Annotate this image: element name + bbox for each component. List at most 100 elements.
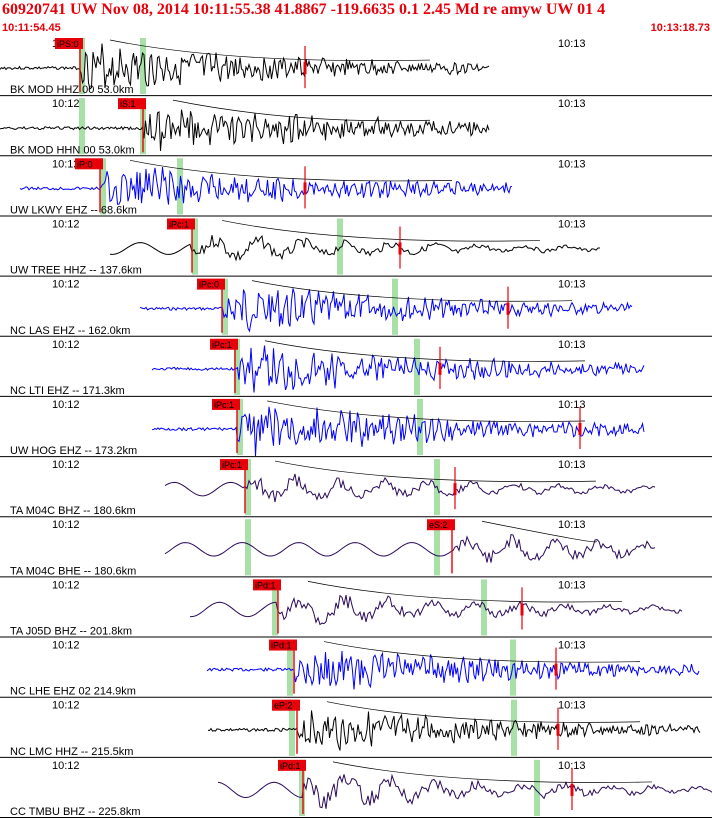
coda-pick-marker[interactable] — [398, 242, 402, 255]
phase-pick-marker[interactable] — [75, 158, 103, 170]
trace-row[interactable]: 10:12 10:13 iPd:1 CC TMBU BHZ -- 225.8km — [0, 759, 712, 818]
waveform-trace — [139, 288, 633, 333]
coda-pick-marker[interactable] — [506, 302, 510, 315]
phase-pick-marker[interactable] — [253, 579, 281, 591]
phase-pick-marker[interactable] — [197, 278, 225, 290]
coda-pick-marker[interactable] — [554, 663, 558, 676]
waveform-trace — [164, 534, 656, 563]
coda-decay-curve — [221, 220, 541, 242]
timing-window-band — [222, 278, 228, 335]
time-tick-label: 10:12 — [52, 339, 80, 351]
time-tick-label: 10:13 — [558, 579, 586, 591]
time-tick-label: 10:13 — [558, 218, 586, 230]
coda-decay-curve — [129, 159, 453, 182]
time-tick-label: 10:13 — [558, 640, 586, 652]
time-tick-label: 10:12 — [52, 218, 80, 230]
phase-pick-marker[interactable] — [272, 699, 300, 711]
trace-row[interactable]: 10:12 10:13 iPd:1 NC LHE EHZ 02 214.9km — [0, 639, 712, 698]
waveform-trace — [207, 710, 701, 751]
coda-decay-curve — [274, 460, 597, 483]
phase-pick-label: eP:2 — [274, 701, 293, 711]
phase-pick-marker[interactable] — [269, 639, 297, 651]
phase-pick-marker[interactable] — [210, 338, 238, 350]
waveform-trace — [151, 406, 645, 457]
phase-pick-label: iPc:1 — [169, 219, 189, 229]
coda-pick-marker[interactable] — [578, 423, 582, 435]
time-tick-label: 10:12 — [52, 399, 80, 411]
coda-pick-marker[interactable] — [303, 62, 307, 75]
phase-pick-marker[interactable] — [167, 218, 195, 230]
phase-pick-marker[interactable] — [212, 398, 240, 410]
coda-decay-curve — [251, 280, 573, 302]
coda-decay-curve — [307, 581, 623, 603]
waveform-trace — [206, 650, 700, 690]
trace-row[interactable]: 10:12 10:13 iP:0 UW LKWY EHZ -- 68.6km — [0, 158, 712, 217]
station-label: TA J05D BHZ -- 201.8km — [10, 626, 132, 638]
phase-pick-marker[interactable] — [55, 38, 83, 49]
header-bar: 60920741 UW Nov 08, 2014 10:11:55.38 41.… — [0, 0, 712, 36]
time-tick-label: 10:12 — [52, 459, 80, 471]
coda-decay-curve — [332, 761, 653, 783]
timing-window-band — [79, 38, 85, 95]
trace-row[interactable]: 10:12 10:13 iS:1 BK MOD HHN 00 53.0km — [0, 98, 712, 157]
coda-pick-marker[interactable] — [570, 783, 574, 796]
time-tick-label: 10:13 — [558, 279, 586, 291]
time-tick-label: 10:13 — [558, 399, 586, 411]
waveform-trace — [190, 594, 683, 626]
time-tick-label: 10:13 — [558, 700, 586, 712]
time-tick-label: 10:12 — [52, 640, 80, 652]
timing-window-band — [481, 579, 487, 636]
coda-pick-marker[interactable] — [303, 182, 307, 195]
time-tick-label: 10:12 — [52, 760, 80, 772]
phase-pick-label: iPd:1 — [280, 761, 301, 771]
timing-window-band — [417, 398, 423, 456]
station-label: NC LMC HHZ -- 215.5km — [10, 746, 133, 758]
time-tick-label: 10:13 — [558, 519, 586, 531]
trace-row[interactable]: 10:12 10:13 iPd:1 TA J05D BHZ -- 201.8km — [0, 579, 712, 638]
trace-row[interactable]: 10:12 10:13 eS:2 TA M04C BHE -- 180.6km — [0, 519, 712, 578]
phase-pick-marker[interactable] — [220, 459, 248, 471]
station-label: TA M04C BHZ -- 180.6km — [10, 505, 136, 517]
trace-row[interactable]: 10:12 10:13 iPc:0 NC LAS EHZ -- 162.0km — [0, 278, 712, 337]
waveform-trace — [0, 109, 490, 151]
station-label: UW LKWY EHZ -- 68.6km — [10, 204, 137, 216]
timing-window-band — [237, 398, 243, 456]
coda-decay-curve — [266, 400, 586, 422]
phase-pick-marker[interactable] — [427, 519, 455, 531]
phase-pick-label: iPc:0 — [199, 280, 219, 290]
phase-pick-label: iPd:1 — [255, 580, 276, 590]
timing-window-band — [234, 338, 240, 395]
coda-pick-marker[interactable] — [556, 723, 560, 736]
trace-row[interactable]: 10:12 10:13 eP:2 NC LMC HHZ -- 215.5km — [0, 699, 712, 758]
station-label: CC TMBU BHZ -- 225.8km — [10, 806, 141, 818]
waveform-trace — [19, 167, 513, 205]
coda-decay-curve — [264, 340, 586, 362]
timing-window-band — [434, 519, 440, 576]
trace-row[interactable]: 10:12 10:13 iPc:1 UW TREE HHZ -- 137.6km — [0, 218, 712, 277]
timing-window-band — [192, 218, 198, 275]
timing-window-band — [140, 38, 146, 95]
phase-pick-label: iPd:1 — [271, 641, 292, 651]
phase-pick-marker[interactable] — [278, 759, 306, 771]
waveform-trace — [217, 773, 712, 809]
trace-row[interactable]: 10:12 10:13 iPc:1 TA M04C BHZ -- 180.6km — [0, 459, 712, 518]
station-label: BK MOD HHZ 00 53.0km — [10, 84, 133, 96]
time-tick-label: 10:13 — [558, 98, 586, 110]
coda-pick-marker[interactable] — [438, 362, 442, 375]
phase-pick-label: eS:2 — [429, 520, 448, 530]
timing-window-band — [299, 759, 305, 816]
phase-pick-label: iS:1 — [120, 99, 136, 109]
timing-window-band — [100, 158, 106, 215]
station-label: NC LAS EHZ -- 162.0km — [10, 325, 130, 337]
trace-row[interactable]: 10:12 10:13 iPc:1 NC LTI EHZ -- 171.3km — [0, 338, 712, 397]
coda-decay-curve — [326, 701, 641, 723]
trace-row[interactable]: 10:12 10:13 iPc:1 UW HOG EHZ -- 173.2km — [0, 398, 712, 458]
seismogram-panel[interactable]: 10:12 10:13 iPS:0 BK MOD HHZ 00 53.0km 10:12… — [0, 36, 712, 818]
coda-pick-marker[interactable] — [453, 483, 457, 496]
time-tick-label: 10:12 — [52, 579, 80, 591]
station-label: UW HOG EHZ -- 173.2km — [10, 445, 137, 457]
phase-pick-marker[interactable] — [118, 98, 146, 110]
coda-pick-marker[interactable] — [520, 603, 524, 616]
timing-window-band — [287, 639, 293, 696]
